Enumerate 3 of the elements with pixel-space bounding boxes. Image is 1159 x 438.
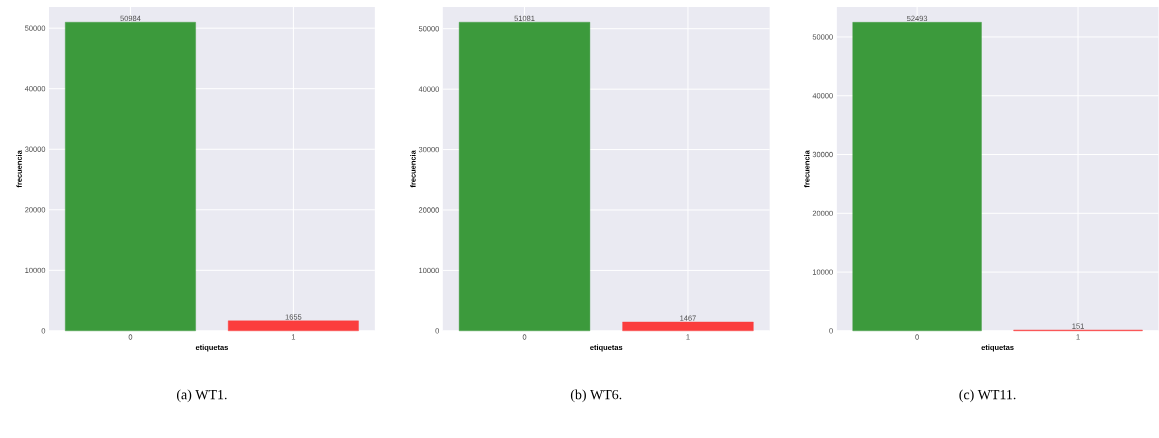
text: (a) WT1. [176,389,227,403]
text: (c) WT11. [959,389,1016,403]
text: (b) WT6. [570,389,622,403]
